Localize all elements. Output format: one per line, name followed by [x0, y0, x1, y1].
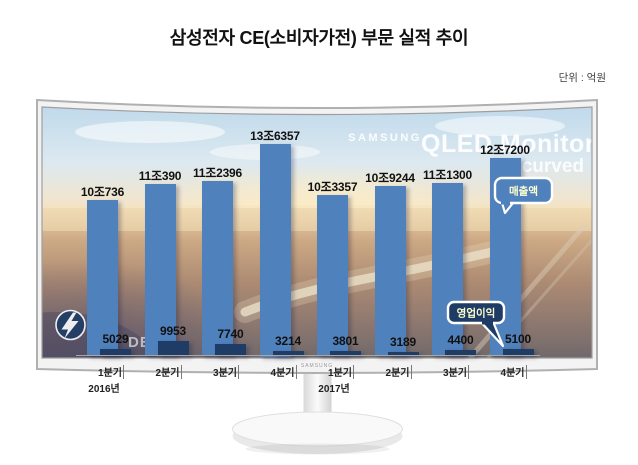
profit-value-label: 7740 [217, 327, 244, 342]
unit-label: 단위 : 억원 [558, 72, 606, 84]
profit-value-label: 5100 [505, 331, 531, 346]
profit-value-label: 4400 [447, 332, 474, 347]
profit-bar [387, 351, 419, 357]
x-axis-quarter-label: 2분기 [155, 368, 180, 379]
x-axis-tick [353, 365, 354, 379]
x-axis-quarter-label: 1분기 [328, 368, 352, 379]
x-axis-tick [525, 365, 527, 379]
monitor-stand [232, 368, 403, 455]
x-axis-tick [468, 365, 469, 379]
revenue-bar [202, 181, 233, 357]
x-axis-tick [180, 365, 182, 379]
profit-value-label: 5029 [102, 331, 129, 346]
revenue-bar [317, 195, 348, 357]
revenue-bar [144, 184, 176, 357]
x-axis-tick [410, 365, 412, 379]
profit-bar [272, 351, 304, 357]
profit-bar [445, 349, 476, 357]
revenue-bar [432, 183, 463, 357]
screen-outline [41, 106, 593, 359]
x-axis-tick [238, 365, 239, 379]
profit-value-label: 3189 [390, 334, 416, 349]
profit-value-label: 9953 [160, 323, 186, 338]
revenue-value-label: 11조390 [138, 169, 182, 184]
x-axis-year-label: 2016년 [88, 384, 120, 395]
profit-bar [330, 350, 361, 357]
x-axis-year-label: 2017년 [318, 384, 350, 395]
revenue-bar [259, 144, 291, 357]
profit-bar [157, 340, 189, 357]
x-axis-quarter-label: 1분기 [98, 368, 122, 379]
screen-variant-watermark: curved [522, 156, 584, 177]
profit-bar [215, 344, 246, 357]
x-axis-quarter-label: 4분기 [500, 368, 525, 379]
x-axis-quarter-label: 2분기 [385, 368, 410, 379]
profit-bar [100, 348, 131, 357]
screen-brand-watermark: SAMSUNG [348, 132, 422, 144]
x-axis-quarter-label: 3분기 [213, 368, 237, 379]
x-axis-quarter-label: 3분기 [443, 368, 467, 379]
revenue-value-label: 12조7200 [480, 143, 530, 158]
x-axis-quarter-label: 4분기 [270, 368, 295, 379]
revenue-value-label: 13조6357 [250, 129, 300, 143]
profit-value-label: 3801 [332, 333, 359, 348]
x-axis-tick [295, 365, 297, 379]
profit-value-label: 3214 [275, 334, 301, 349]
screen-model-watermark: QLED Monitor [421, 130, 595, 158]
revenue-value-label: 11조1300 [422, 168, 473, 183]
revenue-value-label: 10조736 [80, 184, 125, 199]
revenue-value-label: 11조2396 [192, 166, 243, 181]
revenue-bar [87, 199, 118, 357]
x-axis-line [76, 355, 540, 356]
thunderbolt-logo-icon [55, 309, 86, 341]
revenue-value-label: 10조9244 [365, 171, 415, 186]
revenue-bar [374, 186, 406, 357]
monitor-stand-neck [303, 368, 332, 420]
profit-bar [502, 348, 534, 357]
revenue-value-label: 10조3357 [307, 180, 358, 195]
x-axis-tick [123, 365, 124, 379]
chart-title: 삼성전자 CE(소비자가전) 부문 실적 추이 [169, 28, 469, 48]
bezel-brand-label: SAMSUNG [301, 363, 333, 369]
